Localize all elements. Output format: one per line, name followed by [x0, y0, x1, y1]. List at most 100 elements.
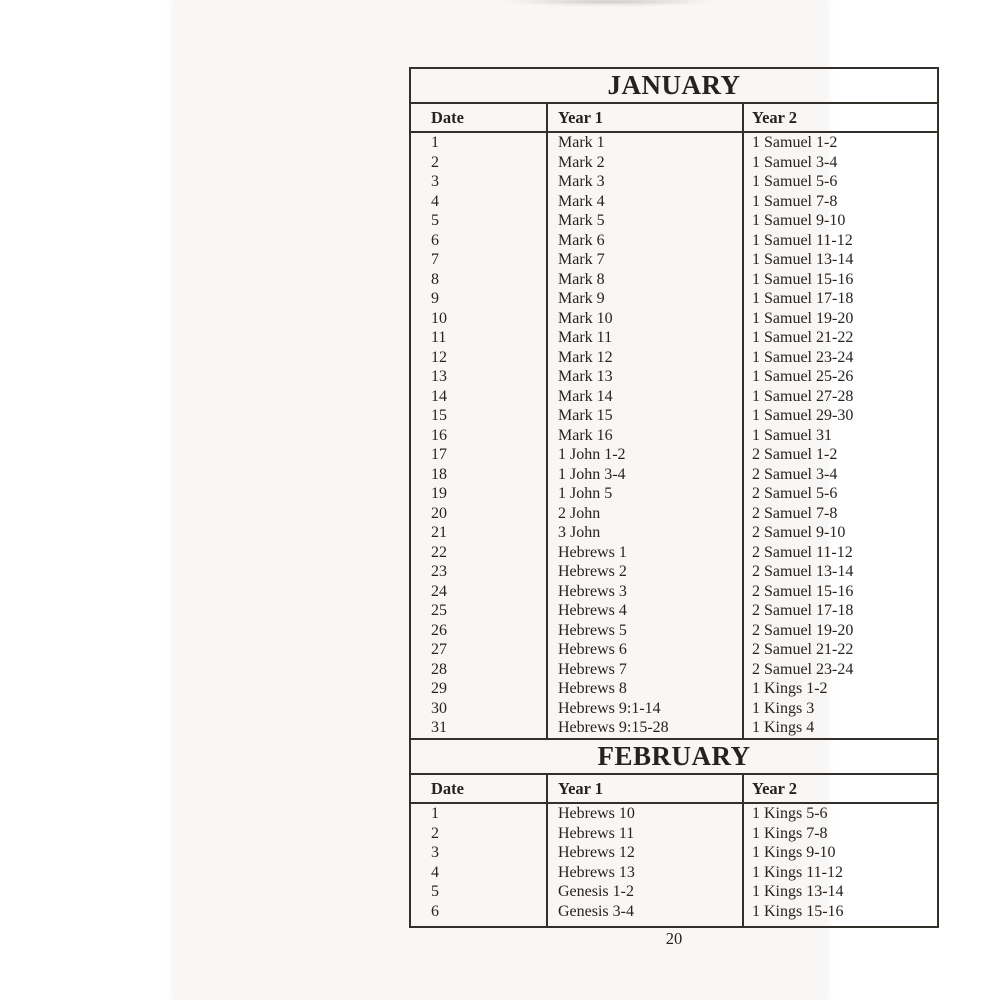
column-header-year-1: Year 1: [558, 107, 604, 127]
year1-cell: Hebrews 13: [558, 863, 635, 881]
year1-cell: Mark 11: [558, 329, 613, 346]
year2-cell: 1 Samuel 31: [752, 426, 832, 444]
date-cell: 18: [431, 465, 447, 483]
year1-cell: Mark 4: [558, 192, 605, 210]
date-cell: 9: [431, 290, 439, 307]
schedule-row: 5 Genesis 1-2 1 Kings 13-14: [411, 882, 937, 902]
schedule-row: 23 Hebrews 2 2 Samuel 13-14: [411, 562, 937, 582]
column-header-date: Date: [431, 778, 464, 798]
year2-cell: 1 Samuel 25-26: [752, 368, 854, 385]
date-cell: 13: [431, 368, 447, 385]
date-cell: 14: [431, 387, 447, 405]
schedule-row: 4 Mark 4 1 Samuel 7-8: [411, 192, 937, 212]
date-cell: 3: [431, 173, 439, 190]
date-cell: 27: [431, 641, 447, 658]
date-cell: 28: [431, 660, 447, 678]
year1-cell: 1 John 3-4: [558, 465, 626, 483]
book-page: JANUARY Date Year 1 Year 2 1 Mark 1 1 Samuel 1…: [172, 0, 939, 1000]
year1-cell: Mark 1: [558, 134, 605, 151]
year2-cell: 2 Samuel 21-22: [752, 641, 854, 658]
year1-cell: Hebrews 11: [558, 824, 635, 842]
year1-cell: 2 John: [558, 504, 601, 522]
date-cell: 1: [431, 805, 439, 822]
year2-cell: 1 Samuel 27-28: [752, 387, 854, 405]
column-header-year-2: Year 2: [752, 107, 798, 127]
date-cell: 1: [431, 134, 439, 151]
date-cell: 19: [431, 485, 447, 502]
schedule-row: 26 Hebrews 5 2 Samuel 19-20: [411, 621, 937, 641]
schedule-row: 18 1 John 3-4 2 Samuel 3-4: [411, 465, 937, 485]
year1-cell: Hebrews 4: [558, 602, 627, 619]
year1-cell: Mark 7: [558, 251, 605, 268]
schedule-row: 12 Mark 12 1 Samuel 23-24: [411, 348, 937, 368]
year2-cell: 1 Kings 7-8: [752, 824, 828, 842]
schedule-row: 22 Hebrews 1 2 Samuel 11-12: [411, 543, 937, 563]
schedule-row: 16 Mark 16 1 Samuel 31: [411, 426, 937, 446]
column-header-row: Date Year 1 Year 2: [411, 775, 937, 804]
date-cell: 3: [431, 844, 439, 861]
column-header-row: Date Year 1 Year 2: [411, 104, 937, 133]
date-cell: 16: [431, 426, 447, 444]
year1-cell: Hebrews 10: [558, 805, 635, 822]
date-cell: 6: [431, 231, 439, 249]
schedule-row: 1 Mark 1 1 Samuel 1-2: [411, 133, 937, 153]
year1-cell: Genesis 3-4: [558, 902, 634, 920]
year1-cell: 3 John: [558, 524, 601, 541]
year1-cell: Mark 10: [558, 309, 613, 327]
schedule-row: 10 Mark 10 1 Samuel 19-20: [411, 309, 937, 329]
year2-cell: 1 Samuel 3-4: [752, 153, 838, 171]
year2-cell: 1 Kings 11-12: [752, 863, 843, 881]
year2-cell: 2 Samuel 19-20: [752, 621, 854, 639]
column-header-date: Date: [431, 107, 464, 127]
date-cell: 4: [431, 863, 439, 881]
year2-cell: 1 Samuel 13-14: [752, 251, 854, 268]
year1-cell: Mark 2: [558, 153, 605, 171]
year1-cell: 1 John 5: [558, 485, 613, 502]
year1-cell: Mark 15: [558, 407, 613, 424]
date-cell: 26: [431, 621, 447, 639]
date-cell: 8: [431, 270, 439, 288]
schedule-row: 13 Mark 13 1 Samuel 25-26: [411, 367, 937, 387]
year2-cell: 2 Samuel 7-8: [752, 504, 838, 522]
month-rows: 1 Mark 1 1 Samuel 1-2 2 Mark 2 1 Samuel 3-4 3 M…: [411, 133, 937, 738]
schedule-row: 25 Hebrews 4 2 Samuel 17-18: [411, 601, 937, 621]
date-cell: 4: [431, 192, 439, 210]
schedule-row: 5 Mark 5 1 Samuel 9-10: [411, 211, 937, 231]
schedule-row: 31 Hebrews 9:15-28 1 Kings 4: [411, 718, 937, 738]
year2-cell: 2 Samuel 15-16: [752, 582, 854, 600]
year1-cell: Hebrews 8: [558, 680, 627, 697]
year1-cell: Mark 9: [558, 290, 605, 307]
year2-cell: 1 Kings 13-14: [752, 883, 844, 900]
reading-schedule-table: JANUARY Date Year 1 Year 2 1 Mark 1 1 Samuel 1…: [409, 67, 939, 928]
date-cell: 20: [431, 504, 447, 522]
year1-cell: Mark 6: [558, 231, 605, 249]
schedule-row: 2 Hebrews 11 1 Kings 7-8: [411, 824, 937, 844]
year2-cell: 1 Samuel 17-18: [752, 290, 854, 307]
year2-cell: 1 Samuel 21-22: [752, 329, 854, 346]
date-cell: 25: [431, 602, 447, 619]
year2-cell: 2 Samuel 9-10: [752, 524, 846, 541]
year2-cell: 1 Kings 5-6: [752, 805, 828, 822]
year1-cell: Hebrews 9:15-28: [558, 719, 669, 736]
month-section-february: FEBRUARY Date Year 1 Year 2 1 Hebrews 10 1 Kin…: [411, 738, 937, 926]
date-cell: 7: [431, 251, 439, 268]
year2-cell: 1 Kings 3: [752, 699, 815, 717]
year1-cell: Mark 5: [558, 212, 605, 229]
schedule-row: 27 Hebrews 6 2 Samuel 21-22: [411, 640, 937, 660]
schedule-row: 8 Mark 8 1 Samuel 15-16: [411, 270, 937, 290]
year1-cell: Genesis 1-2: [558, 883, 634, 900]
date-cell: 22: [431, 543, 447, 561]
schedule-row: 9 Mark 9 1 Samuel 17-18: [411, 289, 937, 309]
year2-cell: 2 Samuel 11-12: [752, 543, 853, 561]
year2-cell: 1 Samuel 23-24: [752, 348, 854, 366]
date-cell: 11: [431, 329, 447, 346]
year1-cell: Hebrews 9:1-14: [558, 699, 661, 717]
date-cell: 29: [431, 680, 447, 697]
year2-cell: 1 Samuel 29-30: [752, 407, 854, 424]
month-title: JANUARY: [411, 69, 937, 104]
date-cell: 23: [431, 563, 447, 580]
year1-cell: Mark 14: [558, 387, 613, 405]
date-cell: 21: [431, 524, 447, 541]
date-cell: 24: [431, 582, 447, 600]
year2-cell: 2 Samuel 17-18: [752, 602, 854, 619]
